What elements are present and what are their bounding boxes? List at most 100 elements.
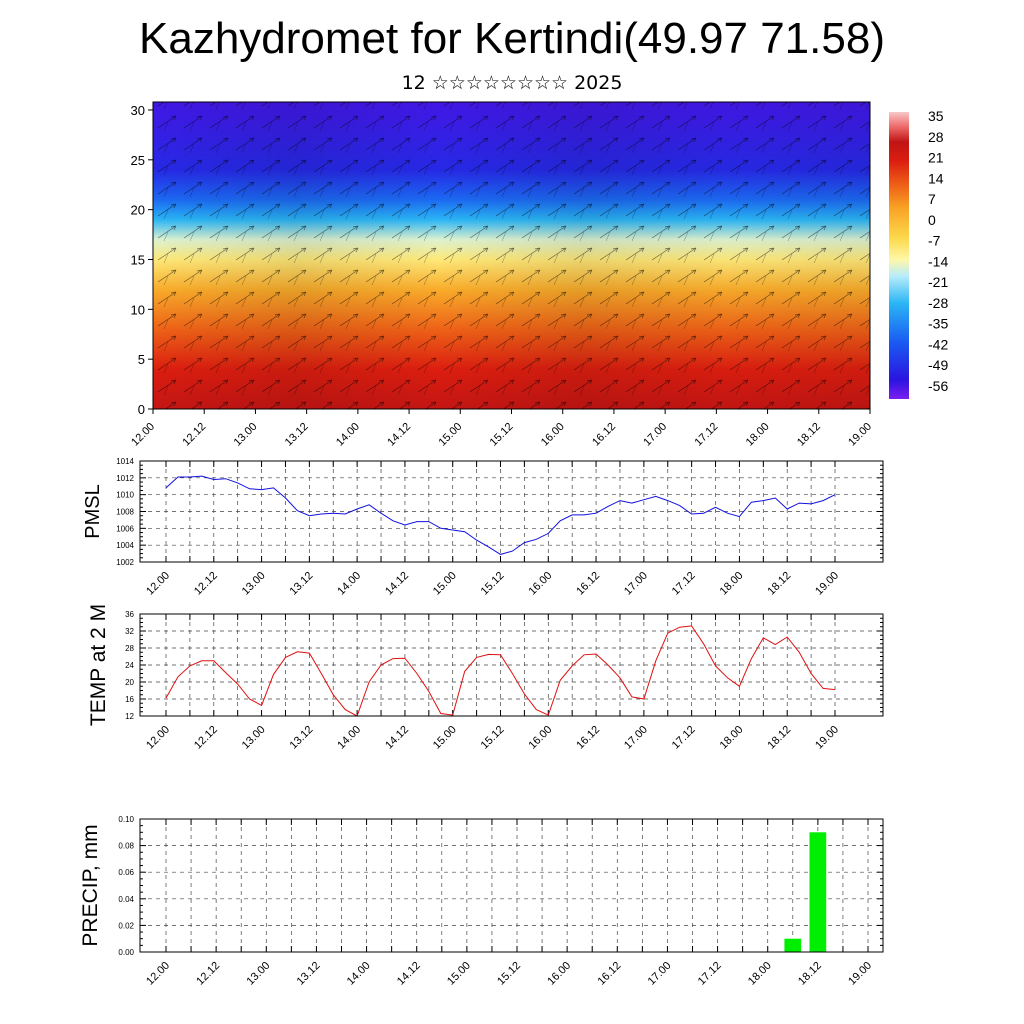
heatmap-x-tick-label: 15.00 — [436, 421, 464, 449]
x-tick-label: 17.12 — [696, 960, 724, 988]
x-tick-label: 14.00 — [335, 724, 363, 752]
x-tick-label: 18.12 — [765, 570, 793, 598]
heatmap-x-tick-label: 13.00 — [232, 421, 260, 449]
x-tick-label: 14.12 — [383, 570, 411, 598]
colorbar-label: -35 — [928, 316, 948, 332]
colorbar — [889, 112, 909, 399]
x-tick-label: 13.00 — [240, 570, 268, 598]
heatmap-y-tick-label: 25 — [131, 153, 145, 168]
heatmap-y-tick-label: 10 — [131, 302, 145, 317]
y-tick-label: 0.04 — [118, 895, 134, 904]
x-tick-label: 17.00 — [622, 570, 650, 598]
x-tick-label: 18.12 — [765, 724, 793, 752]
precipitation-panel: 0.00 0.02 0.04 0.06 0.08 0.10 12.00 12.12 13.00 1… — [79, 815, 884, 988]
heatmap-y-tick-label: 0 — [138, 402, 145, 417]
y-axis-title: PMSL — [82, 484, 104, 538]
colorbar-label: 0 — [928, 212, 936, 228]
y-tick-label: 1012 — [116, 474, 134, 483]
x-tick-label: 13.12 — [295, 960, 323, 988]
x-tick-label: 18.12 — [796, 960, 824, 988]
colorbar-label: -42 — [928, 336, 948, 352]
colorbar-label: 21 — [928, 150, 944, 166]
x-tick-label: 16.12 — [574, 724, 602, 752]
heatmap-x-tick-label: 17.00 — [641, 421, 669, 449]
heatmap-x-tick-label: 15.12 — [488, 421, 516, 449]
wind-vectors — [153, 102, 870, 409]
x-tick-label: 15.00 — [431, 570, 459, 598]
panel-frame — [139, 460, 884, 563]
x-tick-label: 19.00 — [813, 724, 841, 752]
heatmap-x-tick-label: 18.00 — [744, 421, 772, 449]
x-tick-label: 13.00 — [244, 960, 272, 988]
x-tick-label: 12.12 — [192, 570, 220, 598]
page-title: Kazhydromet for Kertindi(49.97 71.58) — [139, 14, 885, 63]
x-tick-label: 16.00 — [526, 724, 554, 752]
x-tick-label: 14.12 — [395, 960, 423, 988]
y-tick-label: 0.00 — [118, 948, 134, 957]
x-tick-label: 18.00 — [718, 724, 746, 752]
heatmap-panel: 0 5 10 15 20 25 30 12.00 12.12 13.00 13.12 14.00 14.… — [129, 101, 948, 449]
heatmap-y-tick-label: 15 — [131, 252, 145, 267]
colorbar-label: 14 — [928, 170, 944, 186]
x-tick-label: 12.00 — [144, 960, 172, 988]
y-tick-label: 1008 — [116, 508, 134, 517]
x-tick-label: 13.12 — [288, 570, 316, 598]
x-tick-label: 14.00 — [345, 960, 373, 988]
colorbar-label: -21 — [928, 274, 948, 290]
colorbar-label: 28 — [928, 129, 944, 145]
x-tick-label: 17.12 — [670, 570, 698, 598]
heatmap-x-tick-label: 17.12 — [693, 421, 721, 449]
y-tick-label: 0.10 — [118, 815, 134, 824]
heatmap-y-tick-label: 5 — [138, 352, 145, 367]
colorbar-label: -49 — [928, 357, 948, 373]
y-tick-label: 0.02 — [118, 921, 134, 930]
y-tick-label: 12 — [125, 712, 134, 721]
x-tick-label: 13.00 — [240, 724, 268, 752]
heatmap-x-tick-label: 16.12 — [590, 421, 618, 449]
heatmap-y-tick-label: 20 — [131, 203, 145, 218]
precip-bar — [809, 832, 827, 952]
heatmap-x-tick-label: 16.00 — [539, 421, 567, 449]
x-tick-label: 19.00 — [813, 570, 841, 598]
colorbar-label: -14 — [928, 253, 948, 269]
x-tick-label: 15.12 — [479, 570, 507, 598]
x-tick-label: 15.12 — [495, 960, 523, 988]
x-tick-label: 15.12 — [479, 724, 507, 752]
colorbar-label: -28 — [928, 295, 948, 311]
x-tick-label: 16.12 — [574, 570, 602, 598]
y-tick-label: 1004 — [116, 541, 134, 550]
panel-frame — [139, 818, 884, 953]
heatmap-x-tick-label: 12.00 — [129, 421, 157, 449]
y-tick-label: 1006 — [116, 524, 134, 533]
x-tick-label: 13.12 — [288, 724, 316, 752]
heatmap-x-tick-label: 18.12 — [795, 421, 823, 449]
x-tick-label: 12.00 — [144, 570, 172, 598]
heatmap-x-tick-label: 14.12 — [385, 421, 413, 449]
y-tick-label: 1014 — [116, 457, 134, 466]
panel-frame — [139, 613, 884, 717]
x-tick-label: 17.00 — [646, 960, 674, 988]
y-tick-label: 20 — [125, 678, 134, 687]
temperature-panel: 12 16 20 24 28 32 36 12.00 12.12 13.00 13.12 14.00 1… — [87, 604, 884, 752]
heatmap-x-tick-label: 19.00 — [846, 421, 874, 449]
x-tick-label: 12.12 — [192, 724, 220, 752]
colorbar-label: 7 — [928, 191, 936, 207]
y-tick-label: 1010 — [116, 491, 134, 500]
x-tick-label: 16.12 — [595, 960, 623, 988]
x-tick-label: 14.12 — [383, 724, 411, 752]
x-tick-label: 16.00 — [545, 960, 573, 988]
y-tick-label: 1002 — [116, 558, 134, 567]
heatmap-y-tick-label: 30 — [131, 103, 145, 118]
y-tick-label: 36 — [125, 610, 134, 619]
temperature-line — [165, 625, 836, 717]
heatmap-x-tick-label: 14.00 — [334, 421, 362, 449]
y-tick-label: 16 — [125, 695, 134, 704]
y-tick-label: 32 — [125, 627, 134, 636]
heatmap-x-tick-label: 13.12 — [283, 421, 311, 449]
page-subtitle: 12 ☆☆☆☆☆☆☆☆ 2025 — [401, 72, 623, 94]
x-tick-label: 17.00 — [622, 724, 650, 752]
x-tick-label: 18.00 — [746, 960, 774, 988]
pmsl-panel: 1002 1004 1006 1008 1010 1012 1014 12.00 12.12 13… — [82, 457, 884, 598]
panel-background — [140, 819, 883, 952]
